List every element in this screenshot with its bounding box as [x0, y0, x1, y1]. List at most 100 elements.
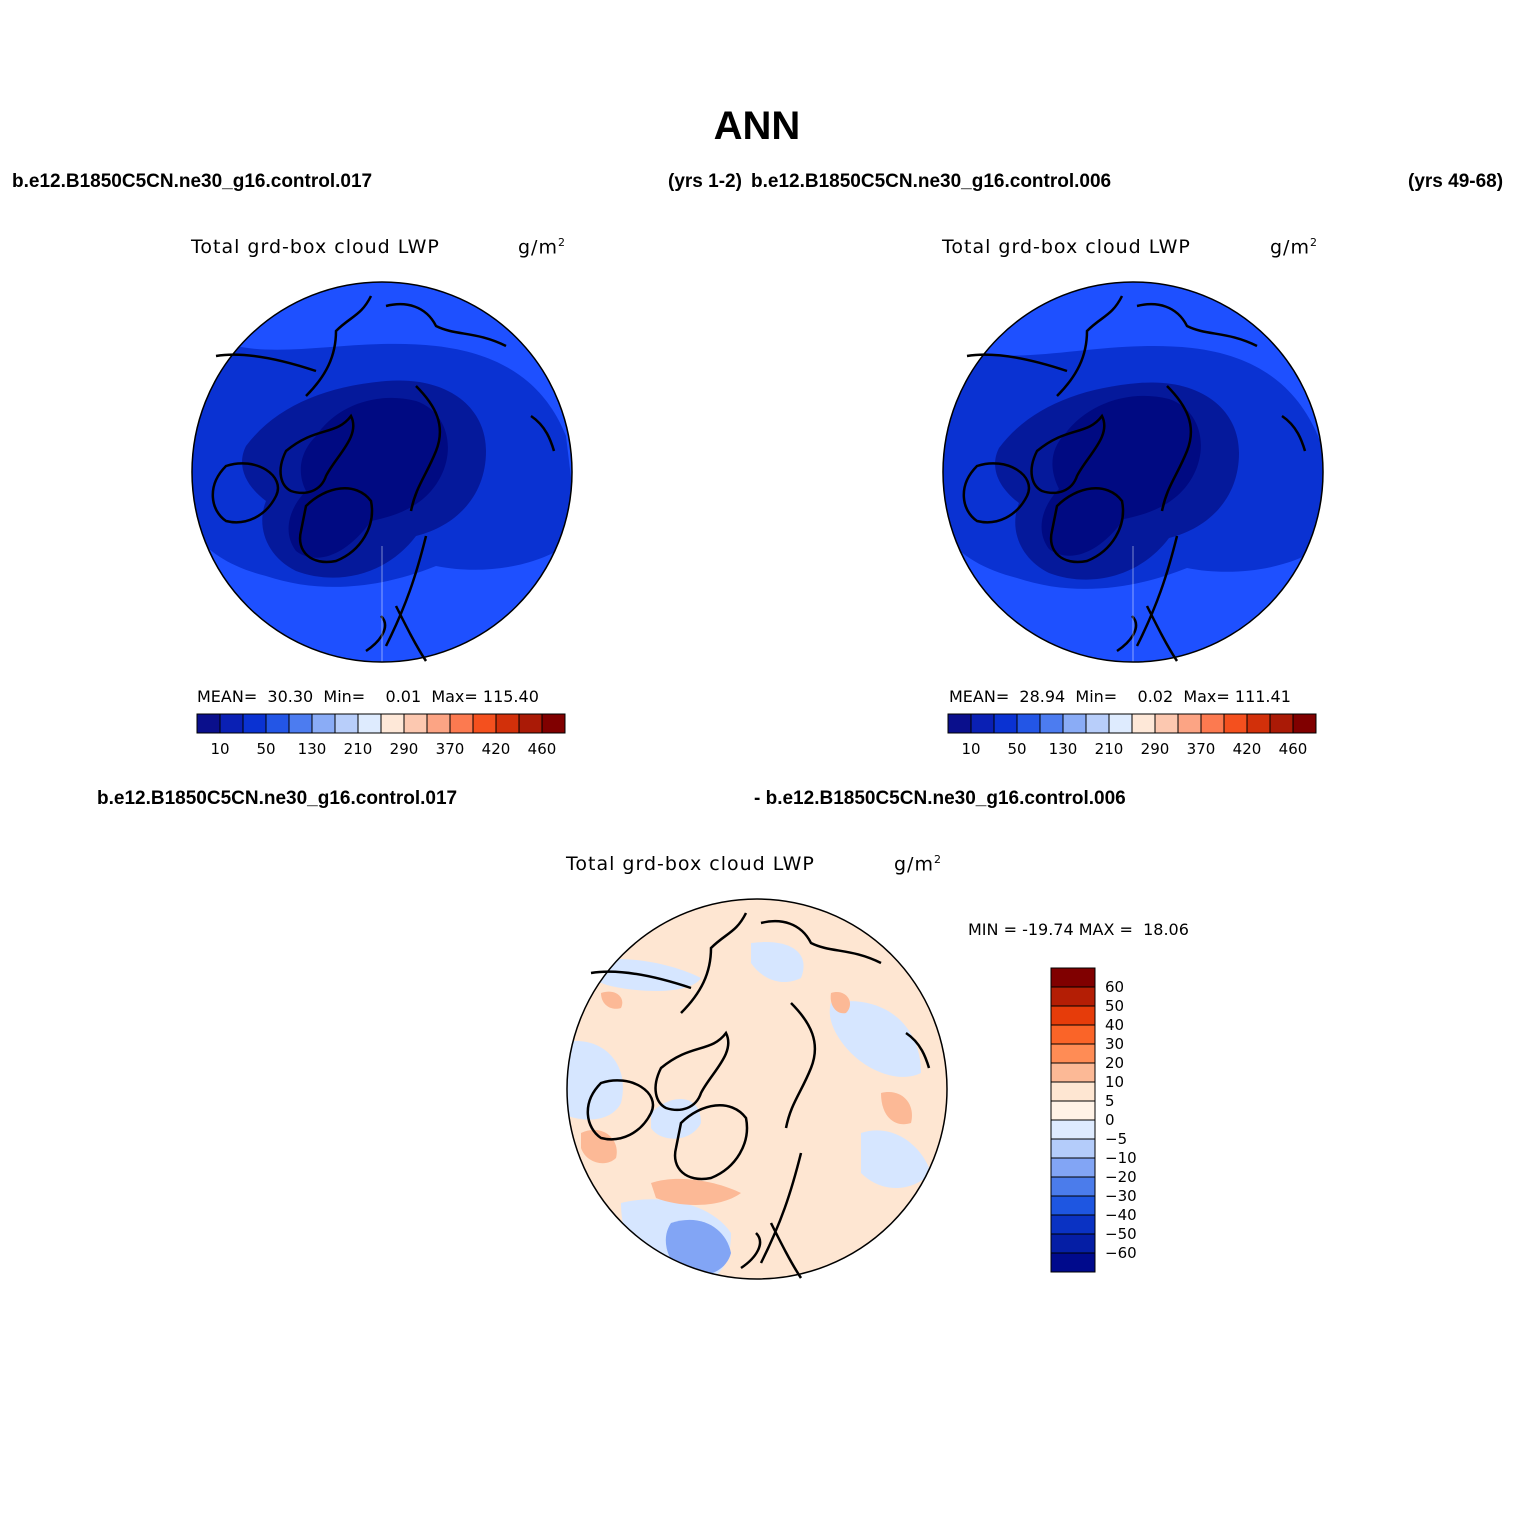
colorbar-tick-label: 460	[528, 740, 557, 758]
panel3-units: g/m2	[894, 853, 942, 876]
colorbar-box	[1246, 713, 1271, 734]
colorbar-box	[1050, 1157, 1096, 1178]
colorbar-box	[1039, 713, 1064, 734]
colorbar-box	[334, 713, 359, 734]
colorbar-tick-label: −5	[1105, 1130, 1127, 1148]
colorbar-box	[357, 713, 382, 734]
colorbar-box	[1050, 1005, 1096, 1026]
colorbar-box	[219, 713, 244, 734]
colorbar-box	[1050, 1119, 1096, 1140]
top-right-case-name: b.e12.B1850C5CN.ne30_g16.control.006	[751, 171, 1112, 192]
top-left-case-name: b.e12.B1850C5CN.ne30_g16.control.017	[12, 171, 373, 192]
plot-title: ANN	[713, 104, 801, 148]
colorbar-tick-label: 420	[482, 740, 511, 758]
colorbar-box	[1085, 713, 1110, 734]
colorbar-box	[1050, 986, 1096, 1007]
colorbar-tick-label: 210	[344, 740, 373, 758]
colorbar-box	[947, 713, 972, 734]
colorbar-tick-label: 370	[1187, 740, 1216, 758]
panel2-variable-label: Total grd-box cloud LWP	[942, 236, 1191, 258]
colorbar-tick-label: −40	[1105, 1206, 1137, 1224]
colorbar-box	[196, 713, 221, 734]
panel3-variable-label: Total grd-box cloud LWP	[566, 853, 815, 875]
colorbar-box	[1292, 713, 1317, 734]
colorbar-box	[1050, 967, 1096, 988]
colorbar-box	[1108, 713, 1133, 734]
colorbar-box	[1050, 1081, 1096, 1102]
colorbar-tick-label: 370	[436, 740, 465, 758]
panel1-variable-label: Total grd-box cloud LWP	[191, 236, 440, 258]
colorbar-tick-label: 50	[1007, 740, 1026, 758]
colorbar-box	[1016, 713, 1041, 734]
map-panel-1	[191, 281, 573, 663]
colorbar-tick-label: 10	[210, 740, 229, 758]
colorbar-tick-label: −30	[1105, 1187, 1137, 1205]
colorbar-tick-label: 130	[298, 740, 327, 758]
colorbar-box	[518, 713, 543, 734]
colorbar-box	[1050, 1062, 1096, 1083]
panel1-stats: MEAN= 30.30 Min= 0.01 Max= 115.40	[197, 687, 539, 706]
colorbar-box	[1154, 713, 1179, 734]
colorbar-tick-label: 40	[1105, 1016, 1124, 1034]
colorbar-tick-label: 20	[1105, 1054, 1124, 1072]
colorbar-box	[970, 713, 995, 734]
colorbar-tick-label: 290	[390, 740, 419, 758]
colorbar-box	[403, 713, 428, 734]
colorbar-tick-label: 210	[1095, 740, 1124, 758]
colorbar-box	[265, 713, 290, 734]
colorbar-box	[1223, 713, 1248, 734]
colorbar-tick-label: 10	[1105, 1073, 1124, 1091]
colorbar-tick-label: 50	[1105, 997, 1124, 1015]
panel1-units: g/m2	[518, 236, 566, 259]
top-left-years: (yrs 1-2)	[668, 171, 742, 192]
colorbar-box	[426, 713, 451, 734]
colorbar-box	[1050, 1233, 1096, 1254]
map-panel-difference	[566, 898, 948, 1280]
panel3-stats: MIN = -19.74 MAX = 18.06	[968, 920, 1189, 939]
colorbar-box	[1050, 1214, 1096, 1235]
colorbar-tick-label: 290	[1141, 740, 1170, 758]
bottom-right-case-name: - b.e12.B1850C5CN.ne30_g16.control.006	[754, 788, 1126, 809]
colorbar-tick-label: 420	[1233, 740, 1262, 758]
top-right-years: (yrs 49-68)	[1408, 171, 1504, 192]
colorbar-panel-2: 10 50 130 210 290 370 420 460	[947, 713, 1317, 758]
colorbar-box	[288, 713, 313, 734]
colorbar-box	[541, 713, 566, 734]
colorbar-box	[472, 713, 497, 734]
colorbar-box	[495, 713, 520, 734]
panel2-stats: MEAN= 28.94 Min= 0.02 Max= 111.41	[949, 687, 1291, 706]
map-panel-2	[942, 281, 1324, 663]
colorbar-tick-label: −60	[1105, 1244, 1137, 1262]
colorbar-box	[1050, 1138, 1096, 1159]
colorbar-tick-label: −10	[1105, 1149, 1137, 1167]
colorbar-tick-label: 5	[1105, 1092, 1115, 1110]
colorbar-box	[380, 713, 405, 734]
colorbar-panel-1: 10 50 130 210 290 370 420 460	[196, 713, 566, 758]
colorbar-tick-label: 60	[1105, 978, 1124, 996]
colorbar-box	[311, 713, 336, 734]
colorbar-box	[1050, 1195, 1096, 1216]
bottom-left-case-name: b.e12.B1850C5CN.ne30_g16.control.017	[97, 788, 458, 809]
colorbar-tick-label: 50	[256, 740, 275, 758]
colorbar-tick-label: 460	[1279, 740, 1308, 758]
colorbar-box	[1050, 1100, 1096, 1121]
colorbar-box	[1177, 713, 1202, 734]
colorbar-box	[1050, 1176, 1096, 1197]
colorbar-box	[993, 713, 1018, 734]
colorbar-tick-label: −50	[1105, 1225, 1137, 1243]
colorbar-box	[242, 713, 267, 734]
colorbar-tick-label: −20	[1105, 1168, 1137, 1186]
colorbar-tick-label: 30	[1105, 1035, 1124, 1053]
colorbar-box	[1200, 713, 1225, 734]
colorbar-box	[1062, 713, 1087, 734]
panel2-units: g/m2	[1270, 236, 1318, 259]
colorbar-tick-label: 10	[961, 740, 980, 758]
colorbar-box	[1050, 1043, 1096, 1064]
colorbar-box	[449, 713, 474, 734]
colorbar-box	[1050, 1252, 1096, 1273]
colorbar-tick-label: 130	[1049, 740, 1078, 758]
colorbar-box	[1269, 713, 1294, 734]
colorbar-box	[1050, 1024, 1096, 1045]
colorbar-box	[1131, 713, 1156, 734]
